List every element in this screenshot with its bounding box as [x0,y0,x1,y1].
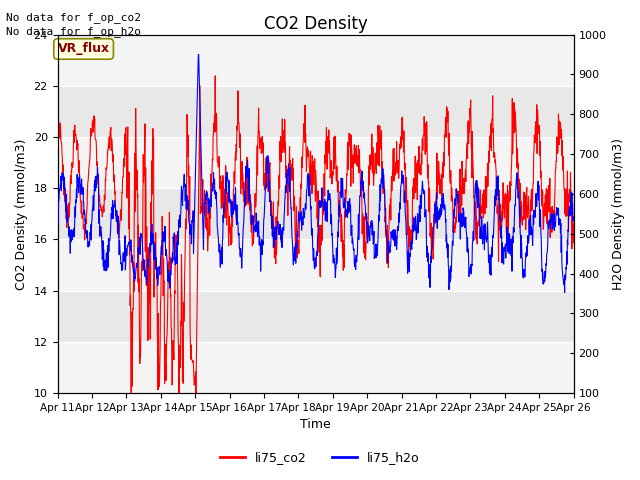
Bar [58,342,573,393]
Title: CO2 Density: CO2 Density [264,15,367,33]
Bar [58,240,573,291]
Text: VR_flux: VR_flux [58,43,109,56]
Text: No data for f_op_h2o: No data for f_op_h2o [6,26,141,37]
Bar [58,35,573,86]
Bar [58,137,573,188]
X-axis label: Time: Time [300,419,331,432]
Y-axis label: H2O Density (mmol/m3): H2O Density (mmol/m3) [612,138,625,290]
Text: No data for f_op_co2: No data for f_op_co2 [6,12,141,23]
Y-axis label: CO2 Density (mmol/m3): CO2 Density (mmol/m3) [15,138,28,289]
Legend: li75_co2, li75_h2o: li75_co2, li75_h2o [215,446,425,469]
